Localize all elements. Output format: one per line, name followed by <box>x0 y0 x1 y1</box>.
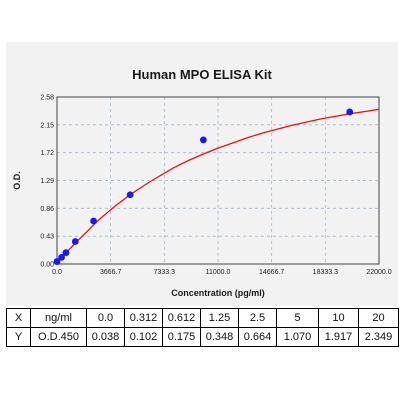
y-tick-label: 2.58 <box>40 95 54 102</box>
y-tick-label: 0.43 <box>40 234 54 241</box>
x-tick-label: 18333.3 <box>313 269 338 276</box>
table-cell: 20 <box>358 308 399 328</box>
data-point <box>199 136 207 144</box>
x-axis-label: Concentration (pg/ml) <box>171 288 265 298</box>
data-point <box>126 191 134 199</box>
y-tick-label: 1.29 <box>40 178 54 185</box>
table-cell: 1.917 <box>318 327 359 347</box>
table-cell: 0.664 <box>238 327 277 347</box>
table-cell: 0.175 <box>162 327 201 347</box>
table-cell: 2.5 <box>238 308 277 328</box>
table-cell: 5 <box>276 308 319 328</box>
x-tick-label: 0.0 <box>52 269 62 276</box>
gridlines <box>57 97 379 264</box>
x-tick-label: 22000.0 <box>366 269 391 276</box>
table-cell: Y <box>6 327 31 347</box>
table-row: Y O.D.450 0.038 0.102 0.175 0.348 0.664 1.070 1.… <box>6 327 399 347</box>
table-cell: 2.349 <box>358 327 399 347</box>
table-cell: 1.25 <box>200 308 239 328</box>
table-cell: 0.0 <box>86 308 125 328</box>
table-cell: 0.312 <box>124 308 163 328</box>
data-point <box>62 249 70 257</box>
x-tick-label: 11000.0 <box>206 269 231 276</box>
x-tick-label: 3666.7 <box>100 269 122 276</box>
y-tick-label: 0.86 <box>40 206 54 213</box>
data-point <box>58 253 65 261</box>
data-point <box>71 238 79 245</box>
data-point <box>53 258 61 265</box>
plot-area <box>56 96 380 265</box>
chart-panel: Human MPO ELISA Kit <box>6 42 398 306</box>
table-cell: 0.348 <box>200 327 239 347</box>
table-cell: 0.612 <box>162 308 201 328</box>
y-tick-label: 2.15 <box>40 122 54 129</box>
table-cell: X <box>6 308 31 328</box>
y-tick-label: 1.72 <box>40 150 54 157</box>
table-cell: ng/ml <box>30 308 87 328</box>
table-cell: 1.070 <box>276 327 319 347</box>
data-point <box>346 108 354 116</box>
x-tick-label: 14666.7 <box>259 269 284 276</box>
x-tick-label: 7333.3 <box>154 269 176 276</box>
data-point <box>90 217 97 225</box>
chart-title: Human MPO ELISA Kit <box>132 67 272 82</box>
table-cell: 0.102 <box>124 327 163 347</box>
table-cell: 10 <box>318 308 359 328</box>
table-cell: O.D.450 <box>30 327 87 347</box>
y-ticks: 0.00 0.43 0.86 1.29 1.72 2.15 2.58 <box>40 95 54 269</box>
table-cell: 0.038 <box>86 327 125 347</box>
fit-curve <box>56 108 380 262</box>
data-points <box>53 108 354 265</box>
y-tick-label: 0.00 <box>40 262 54 269</box>
y-axis-label: O.D. <box>12 171 22 190</box>
x-ticks: 0.0 3666.7 7333.3 11000.0 14666.7 18333.3 2200… <box>52 269 392 276</box>
